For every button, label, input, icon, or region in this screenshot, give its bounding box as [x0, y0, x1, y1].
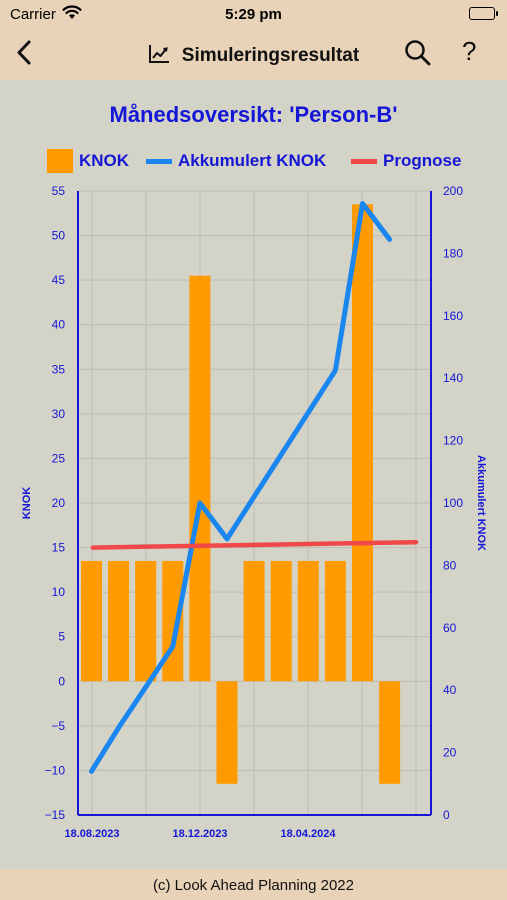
chart-title: Månedsoversikt: 'Person-B'	[109, 102, 398, 127]
line-prognose	[90, 539, 419, 550]
right-tick-label-10: 200	[443, 184, 463, 198]
bar-knok-4	[189, 275, 211, 682]
bar-knok-1	[108, 560, 130, 682]
left-tick-label-11: 40	[52, 318, 66, 332]
legend-label-knok: KNOK	[79, 151, 130, 170]
page-title-text: Simuleringsresultat	[181, 45, 360, 66]
left-tick-label-2: −5	[51, 719, 65, 733]
navigation-bar: Simuleringsresultat ?	[0, 30, 507, 80]
bar-knok-10	[352, 204, 373, 682]
chart-area: Månedsoversikt: 'Person-B' KNOK Akkumule…	[0, 80, 507, 869]
legend-item-akkumulert: Akkumulert KNOK	[146, 146, 326, 176]
x-tick-label-2: 18.04.2024	[280, 828, 336, 840]
left-tick-label-12: 45	[52, 273, 66, 287]
x-tick-label-0: 18.08.2023	[64, 828, 119, 840]
left-tick-label-1: −10	[45, 763, 66, 777]
x-tick-label-1: 18.12.2023	[172, 828, 227, 840]
carrier-label: Carrier	[10, 6, 56, 23]
left-tick-label-10: 35	[52, 362, 66, 376]
right-tick-label-2: 40	[443, 683, 457, 697]
right-tick-label-3: 60	[443, 621, 457, 635]
right-tick-label-6: 120	[443, 434, 463, 448]
legend-swatch-prognose	[351, 158, 377, 164]
help-button[interactable]: ?	[462, 36, 477, 66]
legend-label-akkumulert: Akkumulert KNOK	[178, 151, 327, 170]
right-tick-label-1: 20	[443, 746, 457, 760]
left-tick-label-14: 55	[52, 184, 66, 198]
battery-icon	[469, 7, 498, 20]
y-axis-label-left: KNOK	[21, 487, 33, 519]
status-bar: Carrier 5:29 pm	[0, 0, 507, 30]
right-tick-label-4: 80	[443, 558, 457, 572]
chart-svg: −15 −10 −5 0 5 10 15 20 25 30 35 40 45 50 55 0 20 40 60 80 1…	[21, 184, 487, 840]
footer-copyright: (c) Look Ahead Planning 2022	[0, 869, 507, 900]
search-icon	[405, 40, 431, 66]
chart-axes: −15 −10 −5 0 5 10 15 20 25 30 35 40 45 50 55 0 20 40 60 80 1…	[21, 184, 487, 840]
legend-item-prognose: Prognose	[351, 146, 461, 176]
bar-knok-11	[379, 681, 401, 784]
bar-series-knok	[81, 204, 401, 784]
left-tick-label-4: 5	[58, 630, 65, 644]
bar-knok-3	[162, 560, 184, 682]
bar-knok-9	[324, 560, 346, 682]
right-tick-label-0: 0	[443, 808, 450, 822]
bar-knok-2	[135, 560, 157, 682]
legend-label-prognose: Prognose	[383, 151, 462, 170]
left-tick-label-3: 0	[58, 674, 65, 688]
left-tick-label-13: 50	[52, 229, 66, 243]
right-tick-label-9: 180	[443, 246, 463, 260]
right-tick-label-7: 140	[443, 371, 463, 385]
bar-knok-7	[270, 560, 292, 682]
left-tick-label-9: 30	[52, 407, 66, 421]
chart-grid	[78, 190, 431, 816]
line-series	[89, 200, 419, 774]
bar-knok-8	[297, 560, 319, 682]
line-chart-icon	[148, 45, 169, 63]
bar-knok-6	[243, 560, 265, 682]
chart-legend: KNOK Akkumulert KNOK Prognose	[0, 146, 507, 176]
y-axis-label-right: Akkumulert KNOK	[475, 455, 487, 551]
left-tick-label-7: 20	[52, 496, 66, 510]
chevron-left-icon	[17, 40, 31, 65]
legend-swatch-knok	[47, 149, 73, 173]
left-tick-label-6: 15	[52, 541, 66, 555]
legend-swatch-akkumulert	[146, 158, 172, 164]
status-time: 5:29 pm	[225, 6, 282, 23]
back-button[interactable]	[12, 38, 38, 68]
left-tick-label-0: −15	[45, 808, 66, 822]
page-title: Simuleringsresultat	[0, 44, 507, 67]
bar-knok-0	[81, 560, 102, 682]
bar-knok-5	[216, 681, 238, 784]
search-button[interactable]	[404, 39, 432, 72]
wifi-icon	[62, 4, 82, 24]
right-tick-label-5: 100	[443, 496, 463, 510]
right-tick-label-8: 160	[443, 309, 463, 323]
line-akkumulert-knok	[89, 200, 393, 774]
left-tick-label-8: 25	[52, 451, 66, 465]
left-tick-label-5: 10	[52, 585, 66, 599]
legend-item-knok: KNOK	[47, 146, 129, 176]
